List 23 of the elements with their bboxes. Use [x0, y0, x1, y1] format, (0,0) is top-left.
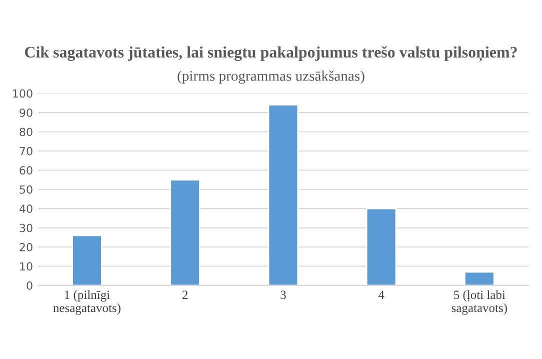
y-tick-label: 60 — [20, 166, 32, 175]
y-tick-label: 10 — [20, 262, 32, 271]
y-tick-label: 80 — [20, 128, 32, 136]
bar — [170, 179, 201, 286]
x-tick-label: 2 — [182, 290, 188, 299]
y-tick-label: 90 — [20, 108, 32, 117]
y-tick-label: 50 — [20, 185, 32, 194]
x-tick-label: 3 — [280, 290, 286, 300]
y-tick-label: 0 — [26, 281, 32, 290]
y-tick-label: 20 — [20, 242, 32, 252]
chart-subtitle: (pirms programmas uzsākšanas) — [178, 70, 364, 84]
x-tick-label: 4 — [378, 290, 384, 299]
bar — [366, 208, 397, 286]
x-tick-label: 1 (pilnīgi nesagatavots) — [53, 290, 120, 315]
y-tick-label: 30 — [20, 224, 32, 232]
y-tick-label: 70 — [20, 146, 32, 156]
y-tick-label: 100 — [13, 89, 32, 98]
bar — [268, 104, 299, 286]
bar — [72, 234, 102, 286]
bar — [464, 271, 495, 286]
chart-title: Cik sagatavots jūtaties, lai sniegtu pakalpojumus trešo valstu pilsoņiem? — [24, 46, 517, 62]
x-tick-label: 5 (ļoti labi sagatavots) — [452, 290, 507, 315]
y-tick-label: 40 — [19, 204, 32, 213]
